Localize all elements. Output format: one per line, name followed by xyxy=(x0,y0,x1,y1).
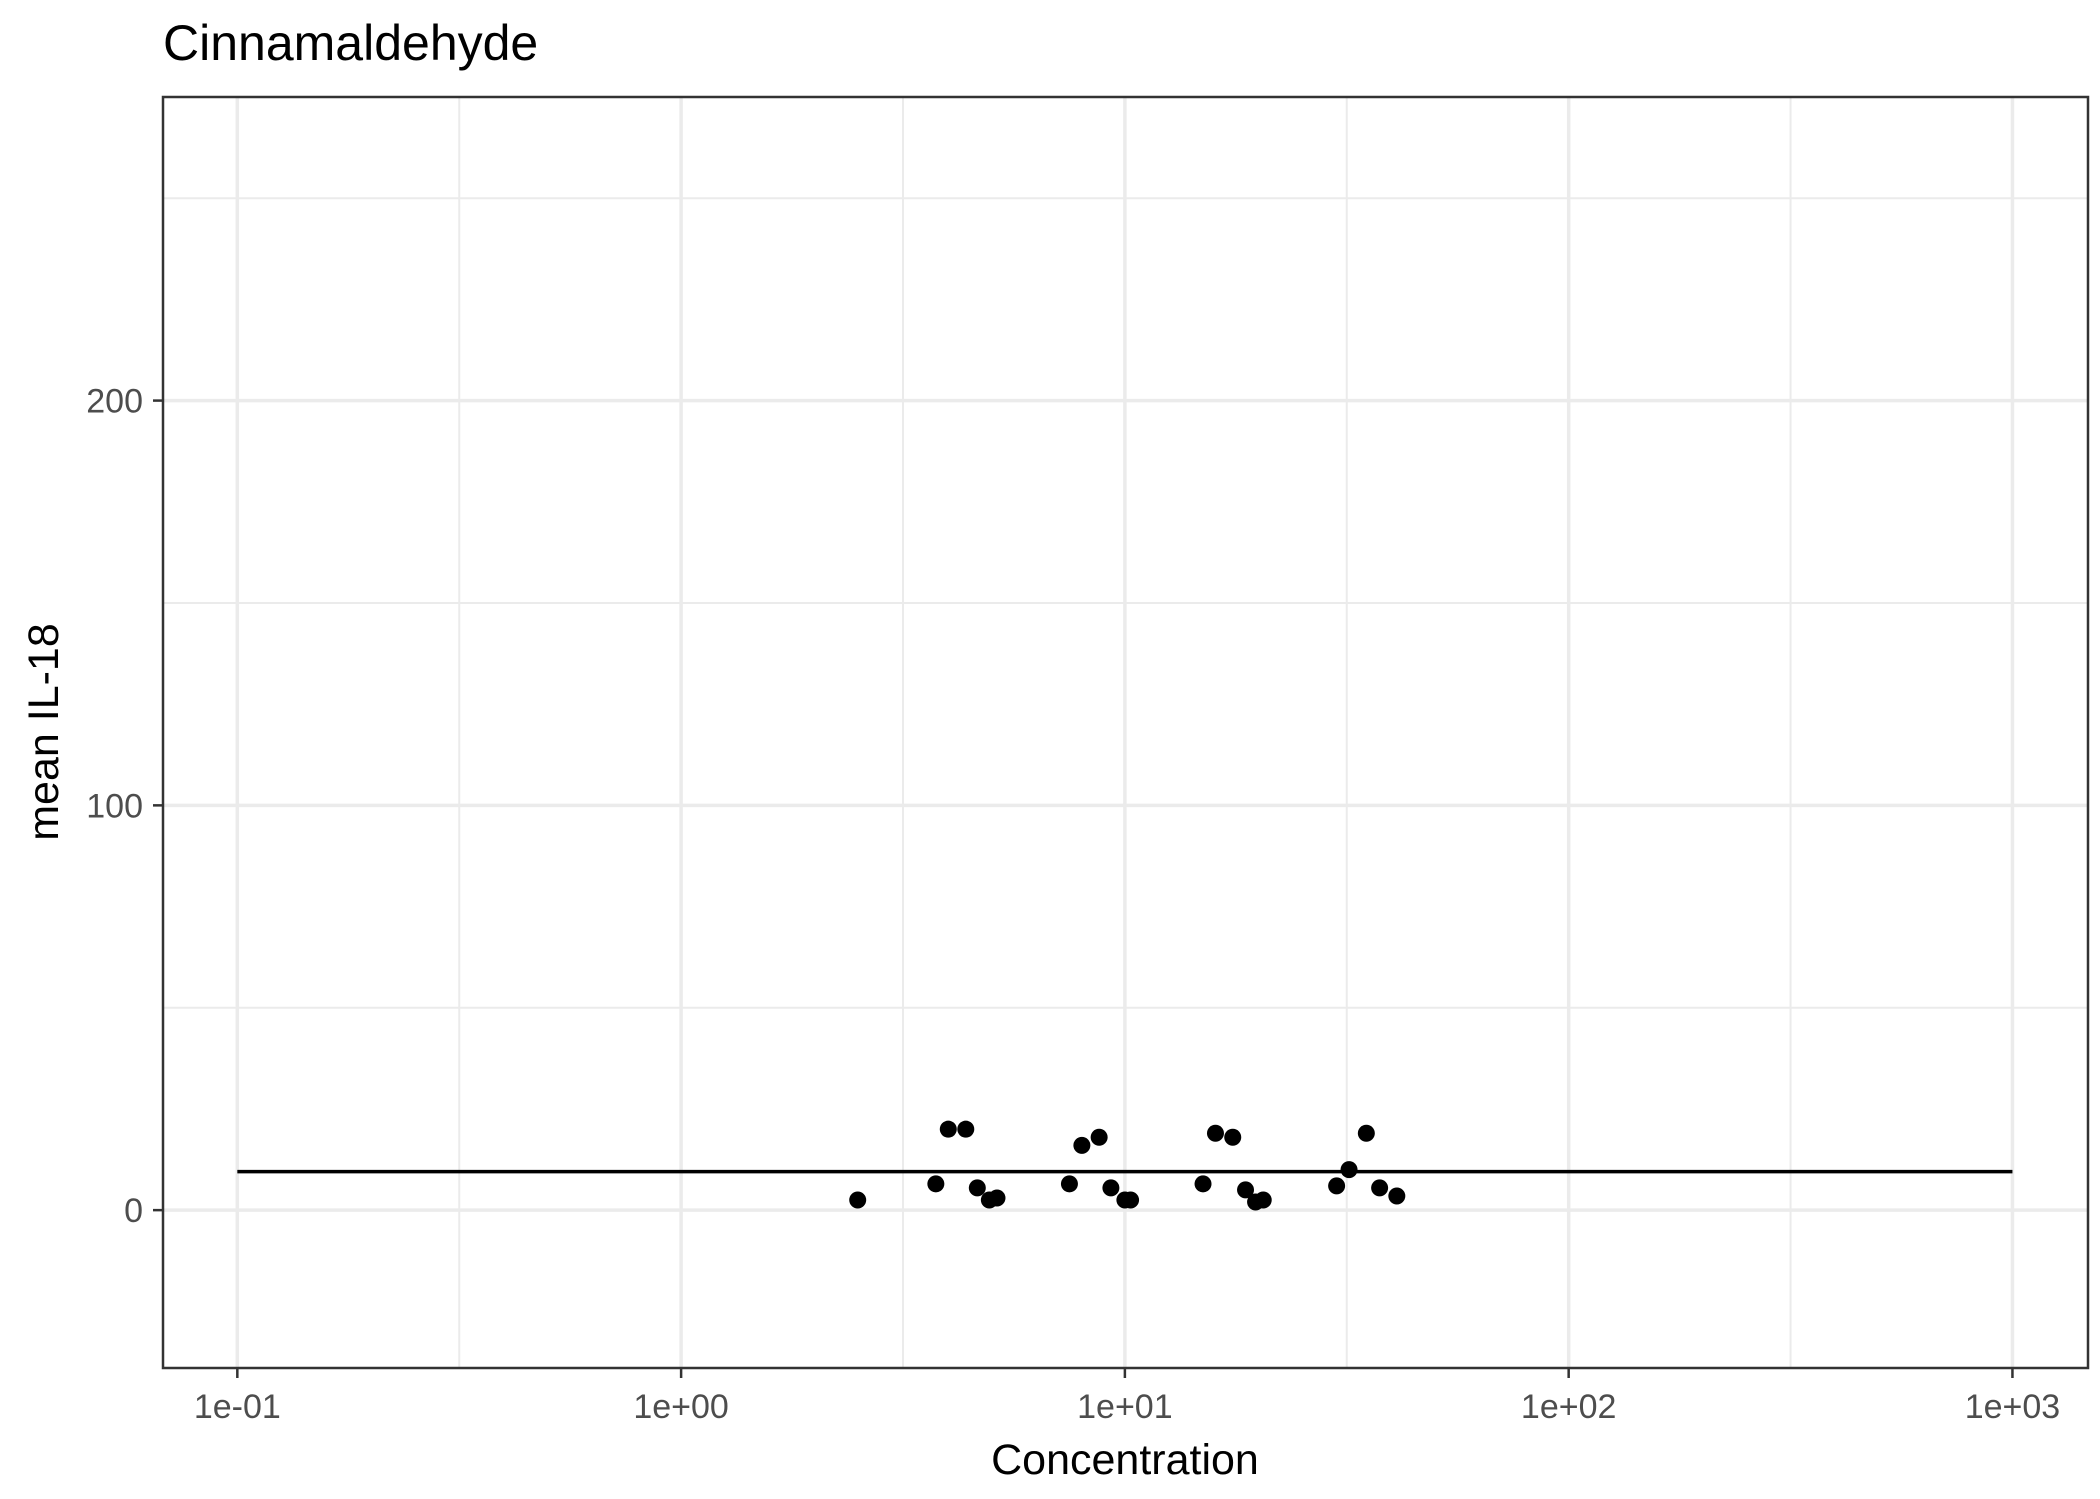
y-tick-label: 0 xyxy=(124,1192,143,1230)
data-point xyxy=(1206,1124,1224,1142)
data-points xyxy=(849,1120,1406,1211)
data-point xyxy=(1237,1181,1255,1199)
data-point xyxy=(939,1120,957,1138)
data-point xyxy=(968,1179,986,1197)
data-point xyxy=(1060,1175,1078,1193)
grid-lines xyxy=(163,97,2088,1368)
x-axis-title: Concentration xyxy=(991,1436,1259,1484)
x-tick-label: 1e+02 xyxy=(1521,1388,1617,1426)
x-tick-label: 1e-01 xyxy=(194,1388,281,1426)
y-axis: 0 100 200 xyxy=(86,383,163,1230)
data-point xyxy=(927,1175,945,1193)
data-point xyxy=(1102,1179,1120,1197)
data-point xyxy=(1073,1136,1091,1154)
y-axis-title: mean IL-18 xyxy=(20,623,68,841)
chart-title: Cinnamaldehyde xyxy=(163,15,538,71)
x-tick-label: 1e+00 xyxy=(633,1388,729,1426)
data-point xyxy=(1388,1187,1406,1205)
y-tick-label: 100 xyxy=(86,787,143,825)
data-point xyxy=(1254,1191,1272,1209)
data-point xyxy=(849,1191,867,1209)
data-point xyxy=(988,1189,1006,1207)
data-point xyxy=(1224,1128,1242,1146)
data-point xyxy=(957,1120,975,1138)
y-tick-label: 200 xyxy=(86,383,143,421)
data-point xyxy=(1340,1161,1358,1179)
x-tick-label: 1e+03 xyxy=(1965,1388,2061,1426)
data-point xyxy=(1328,1177,1346,1195)
data-point xyxy=(1122,1191,1140,1209)
x-tick-label: 1e+01 xyxy=(1077,1388,1173,1426)
x-axis: 1e-01 1e+00 1e+01 1e+02 1e+03 xyxy=(194,1368,2060,1426)
data-point xyxy=(1357,1124,1375,1142)
data-point xyxy=(1194,1175,1212,1193)
data-point xyxy=(1090,1128,1108,1146)
data-point xyxy=(1371,1179,1389,1197)
